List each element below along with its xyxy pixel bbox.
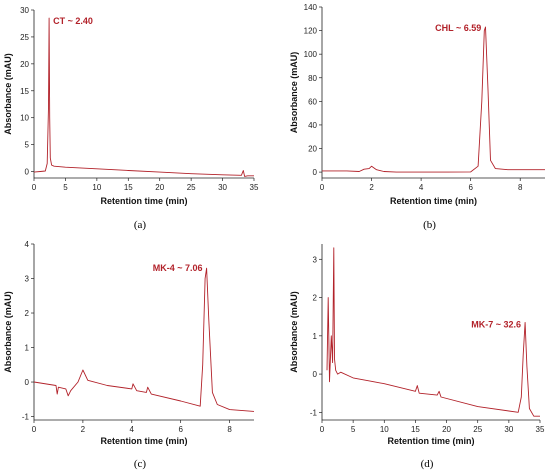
panel-caption: (b) — [423, 219, 436, 231]
y-tick-label: 5 — [25, 141, 30, 150]
y-tick-label: 15 — [20, 87, 29, 96]
panel-a-chromatogram: 0 5 10 15 20 25 30 35 0 5 10 15 20 25 30 CT ~ 2.40 Reten… — [3, 6, 259, 231]
peak-annotation: CT ~ 2.40 — [53, 16, 93, 26]
y-tick-label: 0 — [313, 370, 318, 379]
x-tick-label: 0 — [32, 183, 37, 192]
y-tick-label: 1 — [313, 332, 318, 341]
peak-annotation: CHL ~ 6.59 — [435, 23, 481, 33]
x-tick-label: 20 — [442, 425, 451, 434]
x-tick-label: 15 — [124, 183, 133, 192]
chromatogram-trace — [33, 17, 254, 177]
y-tick-label: 120 — [304, 27, 318, 36]
y-axis-title: Absorbance (mAU) — [289, 291, 299, 373]
x-tick-label: 30 — [218, 183, 227, 192]
axes-frame — [321, 7, 545, 179]
y-tick-label: 4 — [25, 240, 30, 249]
chromatogram-trace — [326, 247, 540, 417]
axes-frame — [321, 244, 540, 421]
x-tick-label: 8 — [518, 183, 523, 192]
y-tick-label: 1 — [25, 344, 30, 353]
y-tick-label: 30 — [20, 6, 29, 15]
panel-caption: (d) — [421, 458, 434, 470]
y-axis-title: Absorbance (mAU) — [3, 53, 13, 135]
y-tick-label: 0 — [25, 168, 30, 177]
x-tick-label: 10 — [92, 183, 101, 192]
x-tick-label: 6 — [468, 183, 473, 192]
y-tick-label: 3 — [313, 255, 318, 264]
y-tick-label: 10 — [20, 114, 29, 123]
x-tick-label: 25 — [187, 183, 196, 192]
y-tick-label: -1 — [310, 408, 318, 417]
x-tick-label: 10 — [380, 425, 389, 434]
y-tick-label: 2 — [313, 294, 318, 303]
peak-annotation: MK-4 ~ 7.06 — [153, 263, 203, 273]
chromatogram-trace — [33, 267, 255, 412]
chromatogram-trace — [322, 26, 545, 173]
x-tick-label: 2 — [369, 183, 374, 192]
x-tick-label: 35 — [536, 425, 545, 434]
x-tick-label: 0 — [320, 425, 325, 434]
x-tick-label: 30 — [504, 425, 513, 434]
x-tick-label: 5 — [63, 183, 68, 192]
y-tick-label: 3 — [25, 275, 30, 284]
peak-annotation: MK-7 ~ 32.6 — [471, 319, 521, 329]
x-axis-title: Retention time (min) — [101, 196, 188, 206]
y-tick-label: 2 — [25, 309, 30, 318]
x-tick-label: 4 — [419, 183, 424, 192]
y-tick-label: 140 — [304, 3, 318, 12]
panel-caption: (c) — [134, 458, 147, 470]
y-tick-label: 60 — [308, 97, 317, 106]
x-axis-title: Retention time (min) — [390, 196, 477, 206]
x-tick-label: 8 — [227, 425, 232, 434]
x-axis-title: Retention time (min) — [388, 436, 475, 446]
x-tick-label: 20 — [155, 183, 164, 192]
x-tick-label: 35 — [250, 183, 259, 192]
y-tick-label: 80 — [308, 74, 317, 83]
x-tick-label: 0 — [320, 183, 325, 192]
x-axis-title: Retention time (min) — [101, 436, 188, 446]
y-axis-title: Absorbance (mAU) — [289, 52, 299, 134]
y-axis-title: Absorbance (mAU) — [3, 291, 13, 373]
x-tick-label: 25 — [473, 425, 482, 434]
x-tick-label: 6 — [178, 425, 183, 434]
x-tick-label: 0 — [32, 425, 37, 434]
y-tick-label: 40 — [308, 121, 317, 130]
y-tick-label: 25 — [20, 33, 29, 42]
y-tick-label: 20 — [20, 60, 29, 69]
x-tick-label: 15 — [411, 425, 420, 434]
x-tick-label: 4 — [130, 425, 135, 434]
x-tick-label: 2 — [81, 425, 86, 434]
y-tick-label: 0 — [313, 168, 318, 177]
panel-caption: (a) — [134, 219, 147, 231]
y-tick-label: 100 — [304, 50, 318, 59]
y-tick-label: 20 — [308, 145, 317, 154]
axes-frame — [33, 10, 254, 179]
y-tick-label: 0 — [25, 378, 30, 387]
x-tick-label: 5 — [351, 425, 356, 434]
y-tick-label: -1 — [22, 413, 30, 422]
